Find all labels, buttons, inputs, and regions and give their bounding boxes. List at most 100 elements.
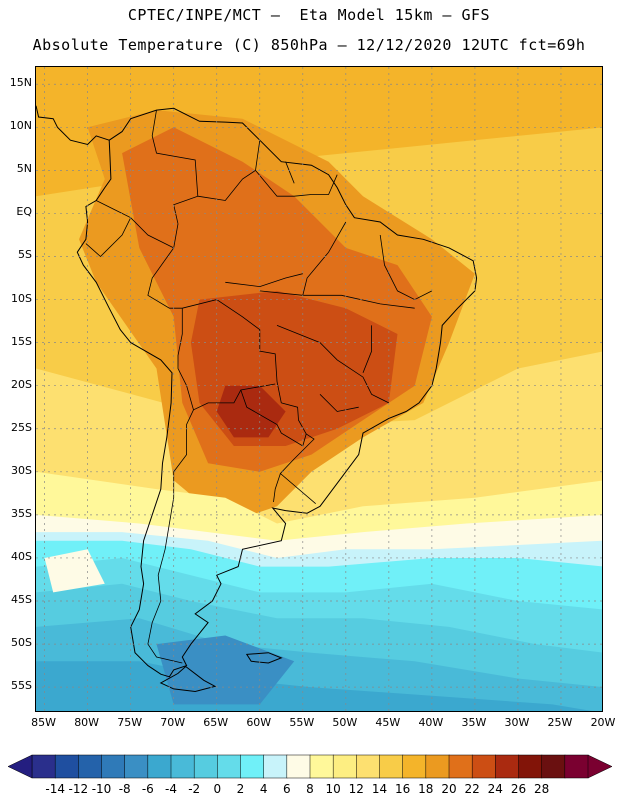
colorbar-cell	[170, 754, 195, 779]
border-brazil-states-1	[259, 290, 415, 309]
lat-tick-label: 40S	[11, 549, 32, 563]
colorbar-tick-label: 0	[213, 782, 222, 796]
colorbar-tick-label: 16	[395, 782, 411, 796]
colorbar-tick-label: 6	[282, 782, 291, 796]
lon-tick-label: 55W	[289, 716, 315, 729]
colorbar-cell	[541, 754, 566, 779]
lon-tick-label: 45W	[375, 716, 401, 729]
border-colombia-ecuador-peru	[96, 200, 179, 249]
colorbar-cell	[518, 754, 543, 779]
colorbar-cell	[54, 754, 79, 779]
colorbar-cell	[286, 754, 311, 779]
lon-tick-label: 20W	[590, 716, 616, 729]
colorbar-over-arrow	[587, 754, 613, 779]
colorbar-cell	[309, 754, 334, 779]
lat-tick-label: 15N	[9, 76, 32, 90]
colorbar-cell	[402, 754, 427, 779]
colorbar-cell	[425, 754, 450, 779]
colorbar-cell	[240, 754, 265, 779]
lat-tick-label: 10N	[9, 119, 32, 133]
border-brazil-states-7	[225, 273, 303, 288]
lat-tick-label: 55S	[11, 679, 32, 693]
colorbar-tick-label: 24	[487, 782, 503, 796]
colorbar-cell	[471, 754, 496, 779]
lon-tick-label: 35W	[461, 716, 487, 729]
border-argentina-brazil-uruguay	[279, 433, 316, 505]
colorbar-tick-label: -6	[141, 782, 154, 796]
border-brazil-states-2	[276, 325, 389, 404]
colorbar-cell	[124, 754, 149, 779]
colorbar-tick-label: 10	[325, 782, 341, 796]
colorbar-tick-label: -2	[188, 782, 201, 796]
chart-title-line1: CPTEC/INPE/MCT – Eta Model 15km – GFS	[127, 6, 491, 24]
border-venezuela-brazil	[197, 140, 261, 201]
colorbar-cell	[193, 754, 218, 779]
border-guyanas	[255, 170, 338, 197]
falkland-islands	[245, 652, 283, 664]
border-brazil-states-5	[379, 234, 433, 301]
map-panel	[35, 66, 603, 712]
colorbar-tick-label: 12	[348, 782, 364, 796]
border-colombia-venezuela	[151, 110, 199, 224]
lat-tick-label: 25S	[11, 420, 32, 434]
colorbar-tick-label: -4	[165, 782, 177, 796]
colorbar-tick-label: 2	[236, 782, 245, 796]
colorbar-tick-label: 4	[259, 782, 268, 796]
colorbar-tick-label: -8	[118, 782, 131, 796]
lon-tick-label: 65W	[203, 716, 229, 729]
colorbar-tick-label: 8	[306, 782, 314, 796]
lon-tick-label: 40W	[418, 716, 444, 729]
lon-tick-label: 80W	[74, 716, 100, 729]
temperature-field	[36, 67, 602, 711]
colorbar-cell	[78, 754, 103, 779]
central-america-coast	[36, 105, 110, 146]
colorbar	[7, 754, 613, 779]
colorbar-cell	[448, 754, 473, 779]
colorbar-tick-label: 14	[371, 782, 388, 796]
colorbar-tick-label: -10	[91, 782, 112, 796]
colorbar-cell	[379, 754, 404, 779]
pale-coast-patch	[44, 549, 105, 593]
lat-tick-label: 30S	[11, 463, 32, 477]
continent-coastline	[76, 107, 478, 678]
temperature-map	[36, 67, 602, 711]
colorbar-tick-label: -12	[68, 782, 89, 796]
chart-title-line2: Absolute Temperature (C) 850hPa – 12/12/…	[32, 36, 586, 54]
lon-tick-label: 25W	[547, 716, 573, 729]
colorbar-tick-label: 26	[510, 782, 527, 796]
colorbar-cell	[332, 754, 357, 779]
colorbar-cell	[31, 754, 56, 779]
lon-tick-label: 75W	[117, 716, 143, 729]
colorbar-tick-label: 22	[464, 782, 480, 796]
colorbar-tick-label: 20	[441, 782, 457, 796]
lat-tick-label: 35S	[11, 506, 32, 520]
colorbar-tick-label: -14	[45, 782, 65, 796]
border-brazil-states-6	[302, 221, 347, 296]
border-brazil-states-4	[362, 325, 373, 373]
lon-tick-label: 60W	[246, 716, 272, 729]
lon-tick-label: 30W	[504, 716, 530, 729]
lat-tick-label: 10S	[11, 291, 32, 305]
border-ecuador-peru	[85, 217, 132, 258]
colorbar-cell	[356, 754, 381, 779]
colorbar-cell	[101, 754, 126, 779]
border-peru-bolivia-chile	[177, 308, 276, 411]
lon-tick-label: 50W	[332, 716, 358, 729]
lat-tick-label: 50S	[11, 636, 32, 650]
lat-tick-label: 45S	[11, 593, 32, 607]
colorbar-tick-label: 28	[534, 782, 550, 796]
border-bolivia-brazil	[182, 299, 282, 403]
lat-tick-label: 20S	[11, 377, 32, 391]
tierra-del-fuego	[159, 665, 217, 693]
core-heat	[216, 385, 286, 438]
lat-tick-label: EQ	[16, 205, 32, 219]
colorbar-cell	[147, 754, 172, 779]
colorbar-under-arrow	[7, 754, 33, 779]
colorbar-cell	[564, 754, 589, 779]
border-uruguay-river	[273, 473, 281, 503]
lat-tick-label: 5N	[16, 162, 32, 176]
lon-tick-label: 70W	[160, 716, 186, 729]
lat-tick-label: 15S	[11, 334, 32, 348]
gridlines	[36, 67, 602, 711]
border-suriname	[285, 161, 295, 184]
